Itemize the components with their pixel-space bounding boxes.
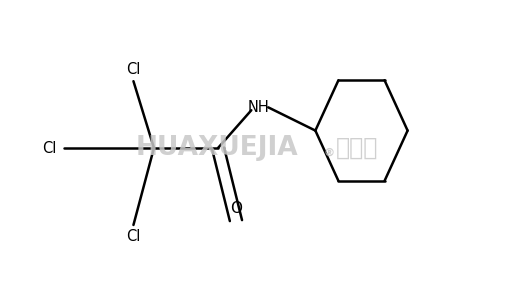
Text: ®: ® bbox=[323, 148, 334, 158]
Text: NH: NH bbox=[248, 100, 270, 115]
Text: Cl: Cl bbox=[126, 229, 141, 244]
Text: 化学加: 化学加 bbox=[336, 136, 378, 160]
Text: Cl: Cl bbox=[42, 141, 56, 155]
Text: HUAXUEJIA: HUAXUEJIA bbox=[136, 135, 299, 161]
Text: O: O bbox=[230, 202, 242, 216]
Text: Cl: Cl bbox=[126, 62, 141, 77]
